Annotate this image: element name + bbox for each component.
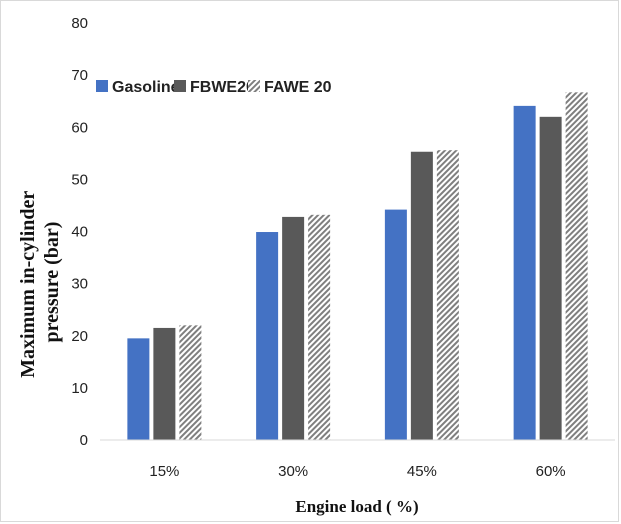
- y-axis-title: Maximum in-cylinder pressure (bar): [17, 186, 63, 378]
- y-tick-label: 30: [71, 276, 88, 293]
- bar-fbwe20: [282, 216, 305, 440]
- x-tick-label: 45%: [407, 463, 437, 480]
- legend: Gasoline FBWE20 FAWE 20: [96, 79, 332, 96]
- bar-fawe-20: [565, 92, 588, 441]
- y-axis-ticks: 0 10 20 30 40 50 60 70 80: [71, 15, 88, 449]
- y-tick-label: 80: [71, 15, 88, 32]
- x-tick-label: 30%: [278, 463, 308, 480]
- x-axis-title: Engine load ( %): [295, 497, 418, 516]
- x-tick-label: 60%: [536, 463, 566, 480]
- bar-gasoline: [513, 105, 536, 440]
- legend-label: FBWE20: [190, 79, 255, 96]
- bar-gasoline: [127, 338, 150, 440]
- bar-gasoline: [384, 209, 407, 440]
- legend-label: FAWE 20: [264, 79, 332, 96]
- bars: [127, 92, 588, 441]
- y-tick-label: 10: [71, 380, 88, 397]
- bar-fawe-20: [179, 325, 202, 440]
- legend-swatch: [174, 80, 186, 92]
- y-tick-label: 60: [71, 119, 88, 136]
- y-tick-label: 50: [71, 171, 88, 188]
- x-axis-ticks: 15% 30% 45% 60%: [149, 463, 565, 480]
- bar-fawe-20: [308, 214, 331, 440]
- bar-fbwe20: [153, 327, 176, 440]
- bar-fawe-20: [436, 150, 459, 440]
- x-tick-label: 15%: [149, 463, 179, 480]
- legend-swatch: [96, 80, 108, 92]
- bar-fbwe20: [539, 116, 562, 440]
- y-tick-label: 70: [71, 67, 88, 84]
- y-tick-label: 20: [71, 328, 88, 345]
- bar-fbwe20: [410, 151, 433, 440]
- legend-label: Gasoline: [112, 79, 180, 96]
- y-tick-label: 0: [80, 432, 88, 449]
- legend-swatch: [248, 80, 260, 92]
- y-axis-title-line-1: Maximum in-cylinder: [17, 191, 39, 378]
- bar-gasoline: [256, 232, 279, 440]
- y-tick-label: 40: [71, 224, 88, 241]
- y-axis-title-line-2: pressure (bar): [41, 222, 63, 343]
